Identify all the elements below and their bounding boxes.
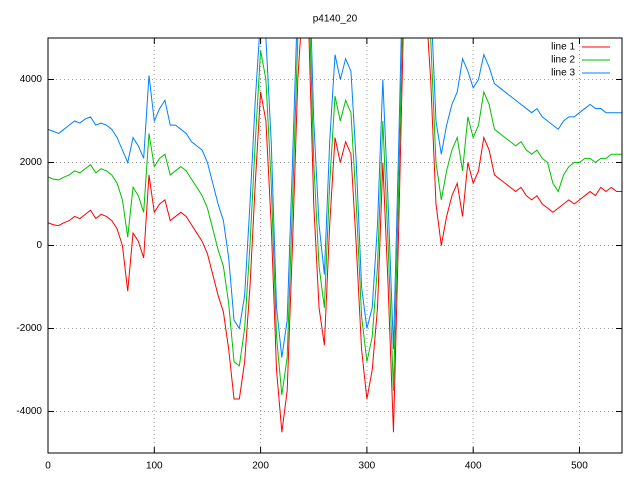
y-tick-label: -4000 <box>16 406 42 417</box>
y-tick-label: 2000 <box>20 157 43 168</box>
x-tick-label: 400 <box>465 461 482 472</box>
x-tick-label: 200 <box>252 461 269 472</box>
series-line <box>48 38 622 358</box>
plot-area <box>48 38 622 433</box>
series-line <box>48 38 622 395</box>
y-tick-label: -2000 <box>16 323 42 334</box>
x-tick-label: 300 <box>359 461 376 472</box>
chart-title: p4140_20 <box>313 14 358 25</box>
legend-label: line 2 <box>551 55 575 66</box>
legend-label: line 3 <box>551 68 575 79</box>
legend-label: line 1 <box>551 42 575 53</box>
x-tick-label: 0 <box>45 461 51 472</box>
x-tick-label: 500 <box>571 461 588 472</box>
x-tick-label: 100 <box>146 461 163 472</box>
y-tick-label: 0 <box>36 240 42 251</box>
series-line <box>48 38 622 433</box>
y-tick-label: 4000 <box>20 74 43 85</box>
